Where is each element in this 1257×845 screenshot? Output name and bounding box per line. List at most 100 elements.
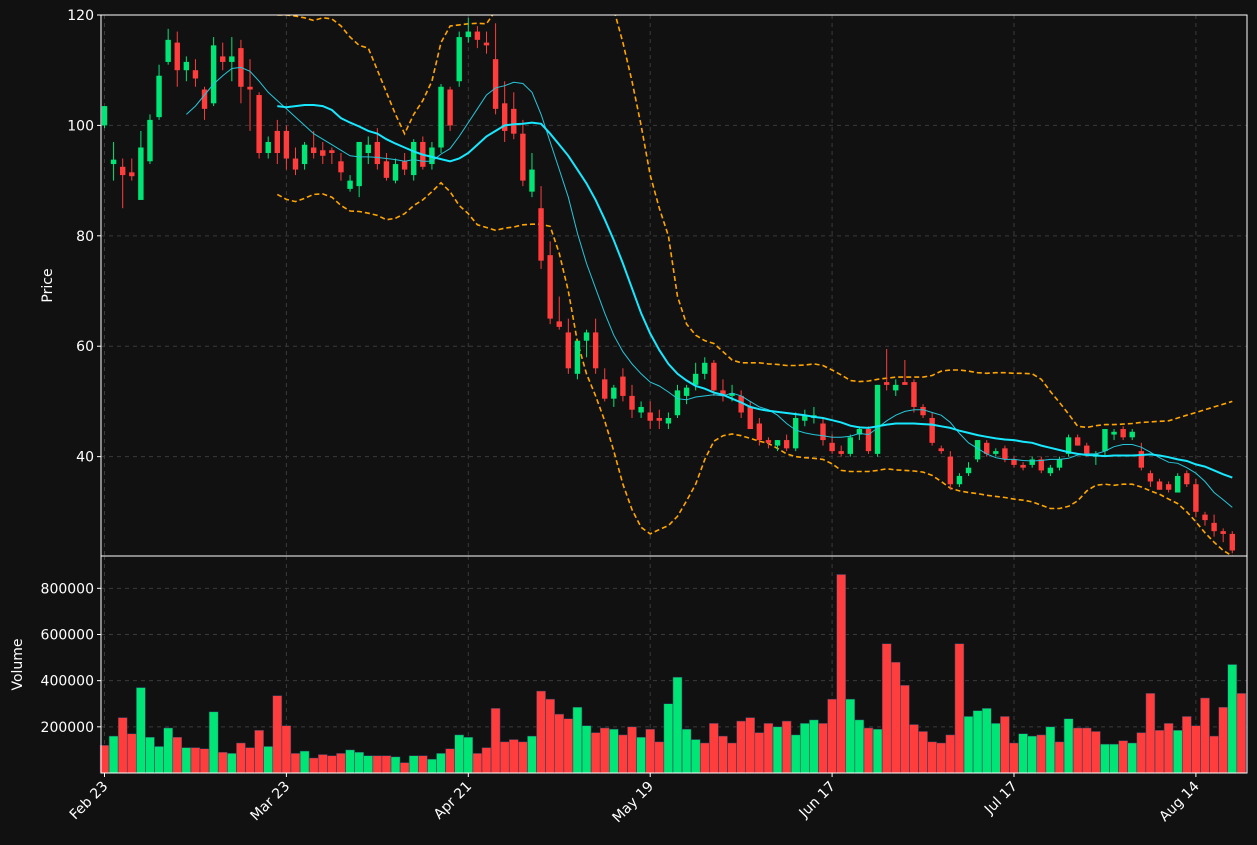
volume-bar [1236, 693, 1247, 774]
volume-bar [754, 732, 765, 774]
candle-body [583, 332, 590, 341]
volume-bar [299, 750, 310, 774]
candle-body [793, 417, 799, 449]
candle-body [520, 133, 526, 181]
volume-bar [490, 708, 501, 774]
volume-bar [991, 723, 1001, 774]
candle-body [447, 89, 453, 126]
volume-bar [891, 661, 901, 774]
candle-body [220, 56, 226, 62]
candle-body [456, 37, 462, 82]
candle-body [501, 103, 508, 131]
volume-bar [318, 754, 328, 774]
volume-bar [208, 711, 219, 774]
candle-body [101, 106, 108, 126]
volume-bar [581, 725, 592, 774]
volume-bar [245, 747, 255, 774]
volume-bar [545, 698, 555, 774]
volume-bar [827, 698, 837, 774]
candle-body [702, 362, 708, 374]
volume-bar [499, 741, 510, 774]
candle-body [1047, 467, 1054, 474]
volume-bar [945, 734, 956, 774]
volume-bar [1063, 718, 1074, 774]
candle-body [738, 395, 744, 413]
volume-bar [845, 698, 856, 774]
candle-body [656, 417, 662, 421]
volume-bar [1009, 742, 1019, 774]
volume-bar [1218, 706, 1228, 774]
volume-bar [1036, 734, 1047, 774]
candle-body [374, 141, 381, 165]
candle-body [465, 31, 471, 38]
volume-tick-label: 600000 [41, 627, 94, 643]
candle-body [938, 448, 944, 452]
volume-bar [772, 726, 783, 774]
volume-bar [390, 756, 401, 774]
candle-body [283, 130, 290, 159]
candle-body [829, 442, 835, 452]
volume-bar [863, 727, 874, 774]
candle-body [265, 141, 271, 154]
price-y-ticks: 40 60 80 100 120 [67, 8, 101, 466]
sma-slow-line [277, 104, 1233, 479]
candle-body [1038, 459, 1044, 471]
candle-body [1138, 451, 1145, 468]
volume-bar [818, 723, 828, 774]
candle-body [401, 161, 408, 170]
volume-bar [1163, 723, 1174, 774]
volume-bar [372, 755, 383, 774]
candle-body [165, 39, 171, 62]
volume-bar [1000, 716, 1010, 774]
volume-bar [1018, 733, 1028, 774]
volume-bar [1227, 664, 1238, 774]
candle-body [556, 321, 562, 327]
candle-body [320, 150, 326, 156]
volume-bar [672, 676, 683, 774]
volume-bar [700, 742, 710, 774]
volume-bar [645, 728, 655, 774]
candle-body [147, 119, 153, 162]
candle-body [511, 108, 517, 134]
candle-body [1084, 445, 1090, 454]
candle-body [483, 42, 490, 46]
volume-bar [736, 720, 746, 774]
volume-bar [145, 736, 155, 774]
volume-bar [681, 728, 692, 774]
price-tick-label: 120 [67, 8, 94, 24]
volume-bar [527, 735, 537, 774]
volume-bar [709, 723, 719, 774]
volume-tick-label: 800000 [41, 581, 94, 597]
candle-body [692, 373, 699, 385]
volume-bar [800, 723, 810, 774]
candle-body [110, 159, 117, 165]
candle-body [838, 451, 844, 454]
volume-bar [781, 720, 792, 774]
candlesticks [101, 17, 1235, 554]
price-tick-label: 80 [76, 229, 94, 245]
candle-body [174, 42, 180, 71]
volume-bar [1054, 741, 1065, 774]
candle-body [802, 415, 808, 421]
price-tick-label: 100 [67, 118, 94, 134]
volume-bar [654, 741, 665, 774]
volume-tick-label: 400000 [41, 674, 94, 690]
volume-bar [599, 727, 610, 774]
volume-bar [281, 725, 292, 774]
volume-bar [1127, 742, 1137, 774]
volume-bar [609, 728, 619, 774]
volume-bar [509, 739, 519, 774]
volume-bar [963, 716, 974, 774]
volume-bar [1091, 731, 1101, 774]
volume-bar [354, 751, 364, 774]
volume-bar [108, 735, 119, 774]
candle-body [365, 144, 371, 154]
candle-body [974, 440, 981, 460]
volume-bar [408, 755, 419, 774]
volume-bar [217, 751, 228, 774]
candle-body [1120, 429, 1126, 438]
candle-body [1011, 459, 1017, 465]
candle-body [411, 141, 417, 176]
